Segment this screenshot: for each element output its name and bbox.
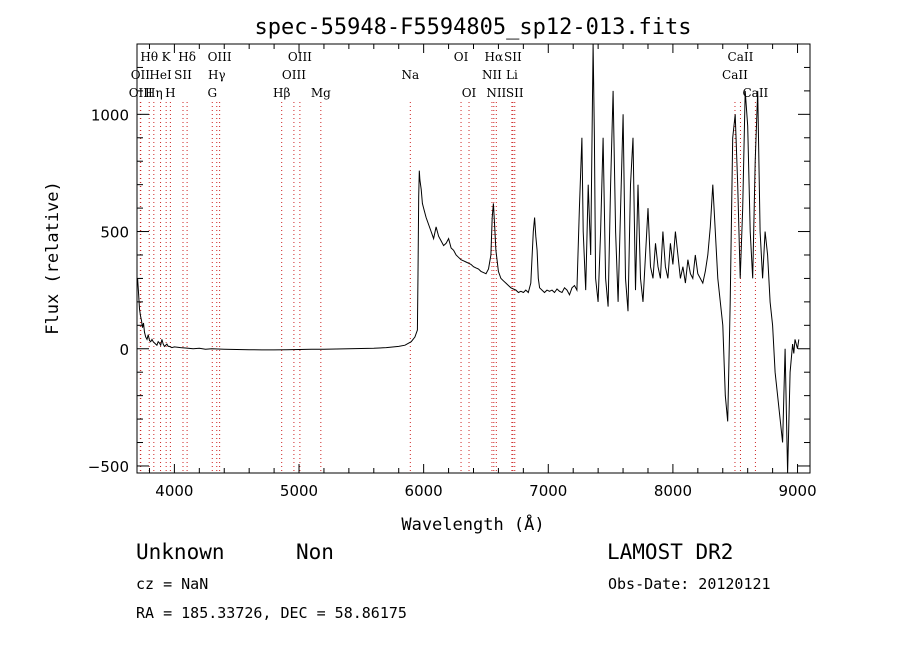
line-markers [139,102,756,473]
x-tick-label: 7000 [529,482,567,500]
line-marker-label: SII [174,68,192,82]
line-marker-label: CaII [742,86,768,100]
line-marker-label: SII [504,50,522,64]
line-marker-label: OIII [282,68,306,82]
line-marker-label: OII [131,68,151,82]
y-axis-label: Flux (relative) [43,181,63,335]
line-marker-label: HeI [149,68,172,82]
subclass-label: Non [296,540,334,564]
line-marker-label: Hθ [140,50,158,64]
line-marker-label: G [207,86,217,100]
line-marker-label: Hα [485,50,504,64]
line-marker-label: NII [486,86,506,100]
x-tick-label: 6000 [405,482,443,500]
line-marker-label: Hδ [178,50,196,64]
line-marker-label: Na [401,68,419,82]
survey-label: LAMOST DR2 [607,540,734,564]
line-marker-label: SII [506,86,524,100]
line-marker-label: K [162,50,172,64]
line-marker-label: Mg [311,86,331,100]
x-tick-label: 9000 [778,482,816,500]
line-marker-labels: Hθ OII OIII K HeI Hη SII H Hδ OIII Hγ G OIII OIII Hβ Mg… [129,50,769,100]
y-tick-label: 500 [100,224,129,242]
y-tick-label: −500 [88,458,129,476]
line-marker-label: NII [482,68,502,82]
line-marker-label: Hη [145,86,163,100]
radec-line: RA = 185.33726, DEC = 58.86175 [136,604,407,622]
x-tick-label: 8000 [654,482,692,500]
obs-date-line: Obs-Date: 20120121 [608,575,771,593]
class-label: Unknown [136,540,225,564]
line-marker-label: Hβ [273,86,290,100]
axis-ticks: 4000 5000 6000 7000 8000 9000 −500 0 500 1000 [88,44,817,500]
line-marker-label: H [165,86,175,100]
y-tick-label: 1000 [91,106,129,124]
chart-title: spec-55948-F5594805_sp12-013.fits [254,15,691,40]
plot-frame [136,43,811,474]
line-marker-label: CaII [722,68,748,82]
line-marker-label: OI [462,86,477,100]
cz-line: cz = NaN [136,575,209,593]
x-axis-label: Wavelength (Å) [401,513,544,535]
line-marker-label: OIII [208,50,232,64]
y-tick-label: 0 [119,341,129,359]
line-marker-label: Hγ [208,68,226,82]
spectrum-line [137,43,800,474]
line-marker-label: CaII [728,50,754,64]
x-tick-label: 4000 [155,482,193,500]
line-marker-label: OI [454,50,469,64]
line-marker-label: Li [506,68,518,82]
line-marker-label: OIII [288,50,312,64]
x-tick-label: 5000 [280,482,318,500]
line-marker-label: OIII [129,86,153,100]
